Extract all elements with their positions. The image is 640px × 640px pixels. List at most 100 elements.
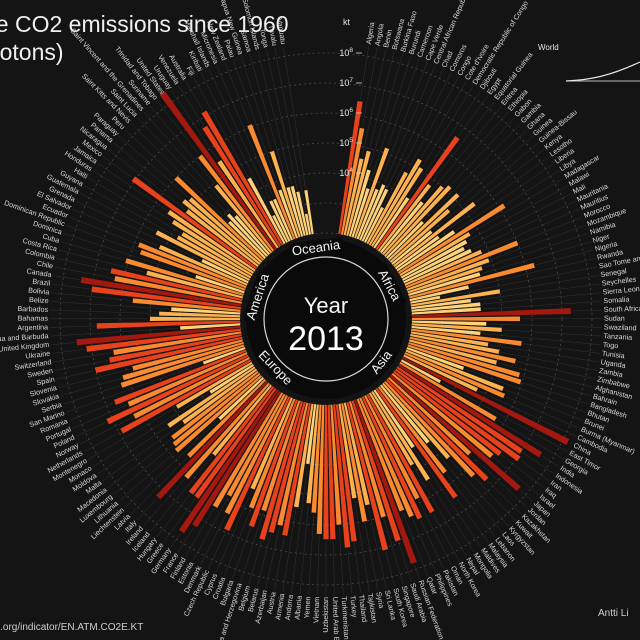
bar <box>382 382 451 460</box>
label-guide <box>156 100 199 155</box>
label-guide <box>472 283 600 301</box>
bar <box>132 298 241 312</box>
label-guide <box>471 178 564 233</box>
label-guide <box>360 46 369 100</box>
bar <box>366 171 408 245</box>
bar <box>354 399 417 565</box>
bar <box>354 147 390 239</box>
bar <box>226 393 286 497</box>
bar <box>397 203 506 274</box>
label-guide <box>465 193 572 248</box>
label-guide <box>60 378 122 396</box>
bar <box>269 200 291 242</box>
bar <box>304 213 312 235</box>
label-guide <box>299 505 309 594</box>
region-label: Oceania <box>291 237 342 259</box>
label-guide <box>521 375 592 396</box>
country-label: Somalia <box>603 295 629 306</box>
bar <box>410 295 441 304</box>
label-guide <box>119 136 189 198</box>
bar <box>106 354 249 425</box>
label-guide <box>450 136 533 210</box>
bar <box>113 331 242 355</box>
bar <box>364 395 420 500</box>
label-guide <box>465 368 586 413</box>
country-label: Uzbekistan <box>321 597 330 633</box>
bar <box>212 384 272 456</box>
label-guide <box>490 344 599 363</box>
bar <box>384 185 452 257</box>
label-guide <box>274 47 306 212</box>
country-label: Senegal <box>600 266 628 279</box>
bar <box>182 199 261 265</box>
label-guide <box>501 275 599 292</box>
bar <box>411 307 481 315</box>
label-guide <box>107 438 172 489</box>
bar <box>333 404 351 548</box>
label-guide <box>283 46 306 189</box>
label-guide <box>124 129 175 177</box>
label-guide <box>72 208 158 247</box>
label-guide <box>113 445 173 495</box>
label-guide <box>58 249 145 273</box>
bar <box>411 316 521 322</box>
bar <box>382 185 444 256</box>
bar <box>403 248 472 284</box>
bar <box>224 395 288 515</box>
label-guide <box>387 68 444 188</box>
label-guide <box>377 62 428 188</box>
country-label: Tunisia <box>601 349 625 361</box>
label-guide <box>93 170 172 221</box>
label-guide <box>468 185 568 241</box>
label-guide <box>412 518 436 573</box>
axis-tick-label: 106 <box>339 107 353 118</box>
bar <box>411 323 502 332</box>
bar <box>305 404 317 465</box>
country-label: Austria <box>265 591 278 615</box>
label-guide <box>308 514 314 595</box>
label-guide <box>420 520 444 569</box>
label-guide <box>224 509 251 576</box>
bar <box>201 110 284 246</box>
label-guide <box>130 123 229 221</box>
country-label: Togo <box>602 340 618 350</box>
bar <box>391 372 494 458</box>
bar <box>330 404 342 525</box>
label-guide <box>418 500 452 565</box>
bar <box>127 352 248 407</box>
bar <box>411 320 487 326</box>
label-guide <box>185 508 215 557</box>
label-guide <box>130 457 188 515</box>
label-guide <box>432 142 539 231</box>
country-label: Algeria <box>364 21 376 44</box>
bar <box>184 382 270 480</box>
bar <box>110 268 243 302</box>
country-label: Belize <box>29 295 49 305</box>
bar <box>278 189 298 239</box>
label-guide <box>53 352 112 363</box>
country-label: Bolivia <box>28 285 50 296</box>
bar <box>139 249 246 291</box>
label-guide <box>475 149 544 203</box>
label-guide <box>517 361 596 380</box>
bar <box>373 197 410 249</box>
bars-layer <box>76 91 571 565</box>
hub-ring <box>263 256 389 382</box>
center-hub: Year 2013 <box>246 239 406 399</box>
country-label: Canada <box>26 266 52 279</box>
label-guide <box>420 81 467 158</box>
label-guide <box>317 535 320 595</box>
label-guide <box>232 59 280 189</box>
label-guide <box>69 402 114 421</box>
label-guide <box>80 193 155 232</box>
country-label: Argentina <box>17 322 48 332</box>
country-label: Turkey <box>348 595 359 618</box>
bar <box>396 366 523 454</box>
bar <box>402 357 570 445</box>
bar <box>327 404 336 540</box>
country-label: Andorra <box>283 594 295 621</box>
bar <box>402 246 465 281</box>
bar <box>158 244 248 286</box>
